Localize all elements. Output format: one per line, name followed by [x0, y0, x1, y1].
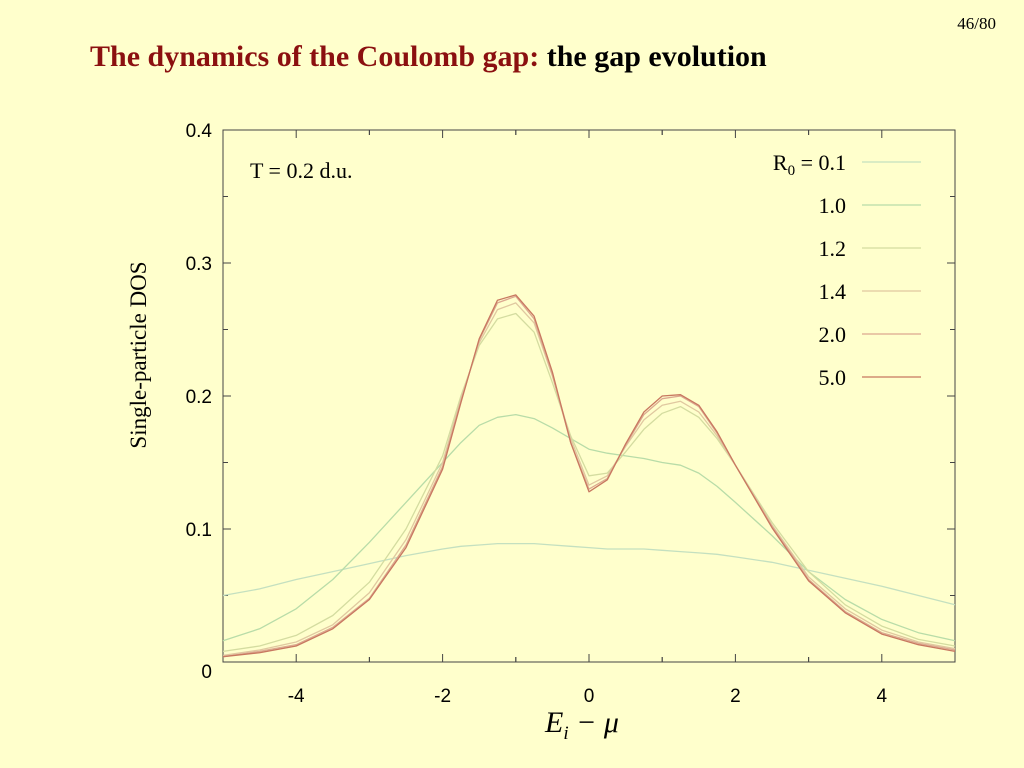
legend-label: 5.0 [819, 365, 847, 390]
series-lines [222, 294, 956, 658]
x-tick-label: -2 [434, 686, 451, 707]
y-tick-label: 0.4 [186, 121, 213, 142]
legend-label: 1.2 [819, 236, 847, 261]
x-tick-label: 0 [584, 686, 595, 707]
y-tick-label: 0.3 [186, 254, 212, 275]
legend-label: R0 = 0.1 [773, 150, 846, 179]
x-tick-label: 2 [730, 686, 741, 707]
series-line-r0-5-0 [222, 294, 956, 658]
series-line-r0-1-2 [222, 312, 956, 653]
legend-label: 1.4 [819, 279, 847, 304]
y-tick-label: 0 [201, 662, 212, 683]
y-tick-label: 0.2 [186, 387, 212, 408]
x-axis-label: Ei − μ [544, 706, 619, 744]
axis-ticks: -4 -2 0 2 4 0 0.1 0.2 0.3 0.4 [186, 121, 955, 707]
slide-title: The dynamics of the Coulomb gap: the gap… [90, 40, 767, 74]
temperature-annotation: T = 0.2 d.u. [250, 158, 352, 183]
x-axis-label-sub: i [563, 723, 568, 744]
slide-title-sub: the gap evolution [546, 40, 767, 73]
series-line-r0-1-4 [222, 302, 956, 657]
x-axis-label-e: E [544, 706, 563, 739]
slide-title-main: The dynamics of the Coulomb gap: [90, 40, 540, 73]
page-number: 46/80 [957, 14, 996, 33]
x-tick-label: 4 [877, 686, 888, 707]
series-line-r0-1-0 [222, 413, 956, 642]
legend-label: 1.0 [819, 193, 847, 218]
x-axis-label-rest: − μ [569, 706, 619, 739]
legend: R0 = 0.1 1.0 1.2 1.4 2.0 5.0 [773, 150, 921, 390]
y-tick-label: 0.1 [186, 520, 212, 541]
series-line-r0-0-1 [222, 542, 956, 606]
y-axis-label: Single-particle DOS [126, 261, 151, 448]
legend-label: 2.0 [819, 322, 847, 347]
x-tick-label: -4 [288, 686, 305, 707]
series-line-r0-2-0 [222, 295, 956, 658]
